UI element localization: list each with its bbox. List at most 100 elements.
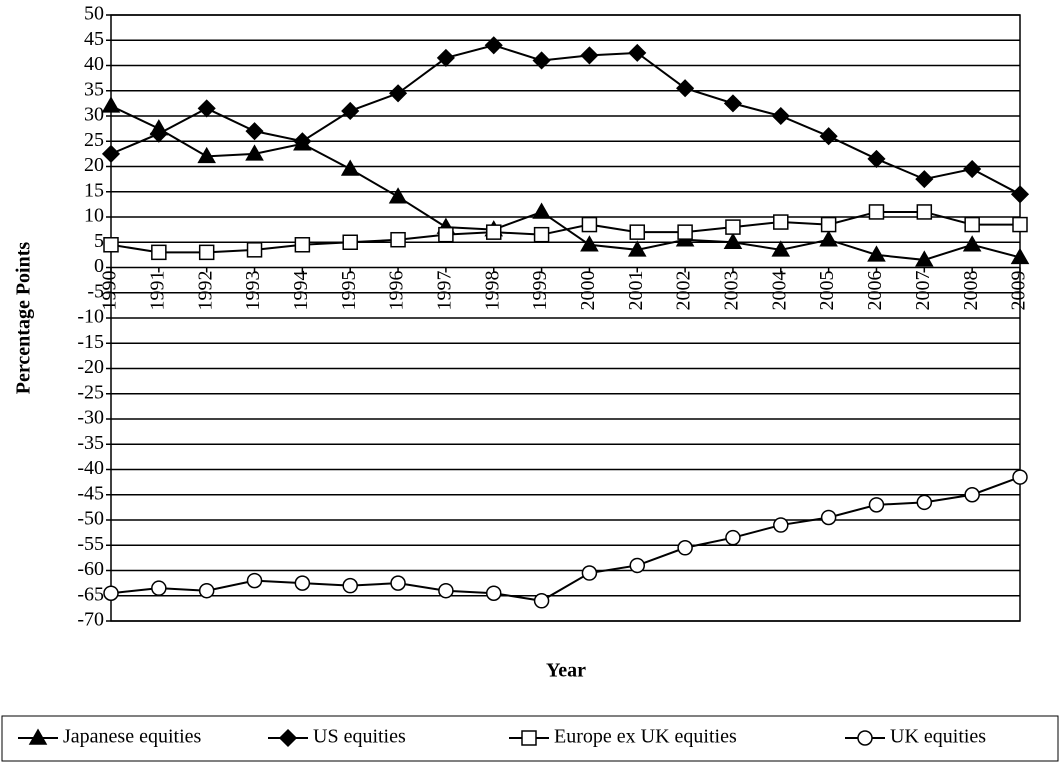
y-tick-label: -20 <box>77 356 104 378</box>
data-point <box>342 234 358 250</box>
data-point <box>580 235 599 252</box>
data-point <box>725 219 741 235</box>
x-tick-label: 1997 <box>433 271 455 311</box>
data-point <box>773 214 789 230</box>
data-point <box>580 46 599 65</box>
y-tick-label: 15 <box>84 179 104 201</box>
x-tick-label: 2003 <box>721 271 743 311</box>
y-tick-label: -15 <box>77 331 104 353</box>
x-tick-label: 1991 <box>146 271 168 311</box>
series-line <box>110 104 1021 261</box>
y-tick-label: 0 <box>94 255 104 277</box>
data-point <box>915 250 934 267</box>
y-tick-label: 50 <box>84 3 104 25</box>
data-point <box>963 159 982 179</box>
legend-marker <box>278 728 298 748</box>
data-point <box>484 36 503 55</box>
data-point <box>485 224 502 240</box>
data-point <box>629 557 646 574</box>
data-point <box>438 226 454 243</box>
data-point <box>1010 247 1030 265</box>
data-point <box>581 216 598 233</box>
data-point <box>151 580 167 596</box>
data-point <box>820 216 837 233</box>
y-tick-label: 40 <box>84 53 104 75</box>
legend-marker <box>521 730 537 746</box>
data-point <box>103 237 119 253</box>
series-line <box>110 210 1020 254</box>
data-point <box>773 517 789 533</box>
data-point <box>964 487 980 503</box>
data-point <box>388 84 408 103</box>
data-point <box>629 224 646 240</box>
series-line <box>110 476 1021 602</box>
data-point <box>867 245 886 262</box>
data-point <box>438 582 454 599</box>
data-point <box>820 509 837 526</box>
y-tick-label: -5 <box>87 280 104 302</box>
data-point <box>916 204 933 220</box>
x-tick-label: 2002 <box>673 271 695 311</box>
x-tick-label: 2009 <box>1008 271 1030 311</box>
data-point <box>532 202 551 219</box>
x-tick-label: 2000 <box>577 271 599 311</box>
x-tick-label: 1990 <box>99 271 121 311</box>
data-point <box>1012 469 1028 485</box>
data-point <box>1012 216 1028 233</box>
data-point <box>103 585 119 601</box>
x-tick-label: 2008 <box>960 271 982 311</box>
data-point <box>101 144 121 163</box>
y-tick-label: 30 <box>84 104 104 126</box>
data-point <box>771 240 791 257</box>
y-tick-label: -25 <box>77 381 104 403</box>
series-line <box>110 44 1021 196</box>
data-point <box>532 51 551 70</box>
legend-marker <box>28 728 48 745</box>
data-point <box>868 497 885 513</box>
data-point <box>627 240 647 257</box>
data-point <box>390 575 406 591</box>
legend-label: US equities <box>313 726 406 748</box>
legend-label: Europe ex UK equities <box>554 726 737 748</box>
data-point <box>197 146 216 164</box>
plot-frame <box>110 14 1021 622</box>
y-tick-label: -55 <box>77 533 104 555</box>
data-point <box>197 99 216 118</box>
data-point <box>819 127 838 146</box>
data-point <box>723 94 743 113</box>
y-tick-label: 10 <box>84 205 104 227</box>
data-point <box>964 216 980 233</box>
legend-label: Japanese equities <box>63 726 201 748</box>
y-tick-label: -65 <box>77 583 104 605</box>
data-point <box>246 242 263 258</box>
data-point <box>1010 185 1030 204</box>
x-tick-label: 2004 <box>768 271 790 311</box>
x-tick-label: 1995 <box>338 271 360 311</box>
y-tick-label: -45 <box>77 482 104 504</box>
data-point <box>868 204 885 220</box>
y-tick-label: 25 <box>84 129 104 151</box>
x-axis-title: Year <box>546 660 586 682</box>
data-point <box>342 577 358 594</box>
data-point <box>245 144 264 161</box>
y-tick-label: -50 <box>77 508 104 530</box>
data-point <box>149 124 168 143</box>
data-point <box>533 593 550 609</box>
y-tick-label: -35 <box>77 432 104 454</box>
legend-label: UK equities <box>890 726 986 748</box>
x-tick-label: 2006 <box>864 271 886 311</box>
y-tick-label: -30 <box>77 407 104 429</box>
data-point <box>340 159 360 176</box>
data-point <box>677 224 693 240</box>
data-point <box>436 48 455 67</box>
data-point <box>341 101 360 121</box>
data-point <box>388 187 408 204</box>
data-point <box>151 244 167 261</box>
x-tick-label: 2007 <box>912 271 934 311</box>
data-point <box>916 494 933 511</box>
data-point <box>867 149 886 168</box>
data-point <box>628 43 647 62</box>
x-tick-label: 1998 <box>481 270 503 310</box>
data-point <box>245 122 264 141</box>
x-tick-label: 1996 <box>386 271 408 311</box>
